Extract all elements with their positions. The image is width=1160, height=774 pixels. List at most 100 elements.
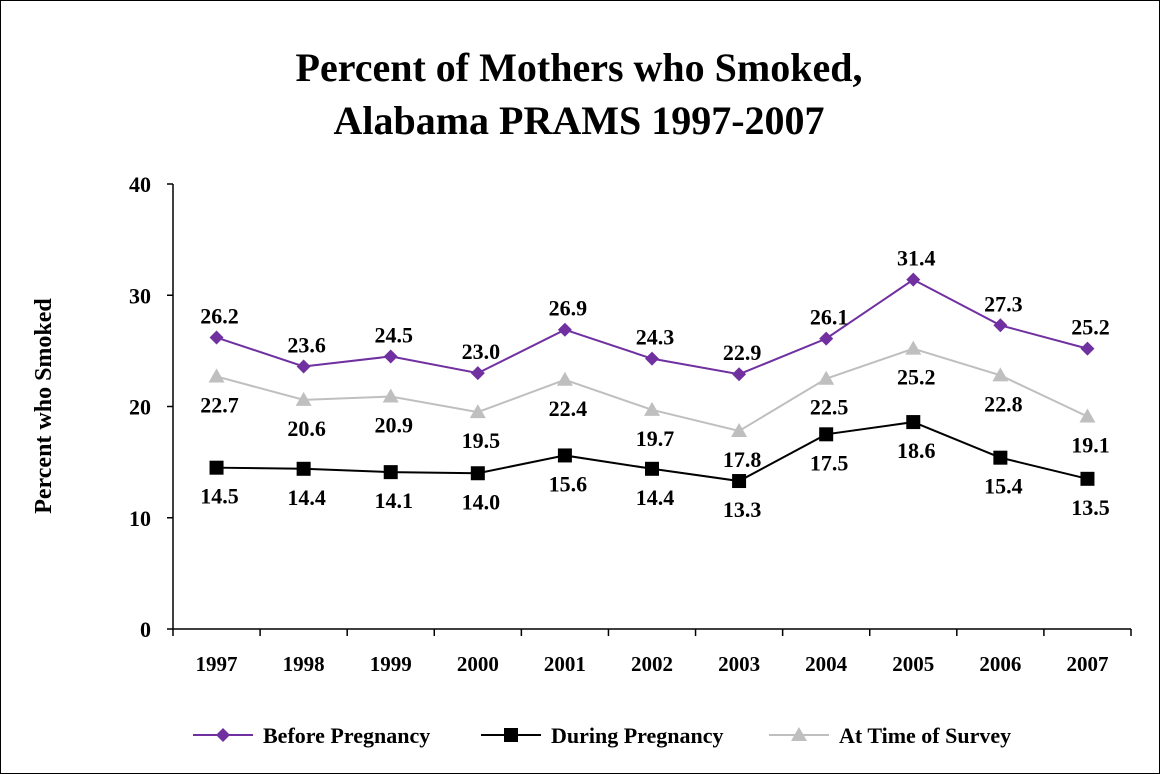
data-label: 20.9 bbox=[374, 412, 413, 437]
data-point bbox=[295, 391, 312, 406]
data-point bbox=[645, 461, 659, 476]
legend-entry: During Pregnancy bbox=[481, 723, 724, 748]
data-label: 20.6 bbox=[287, 416, 326, 441]
legend-marker bbox=[216, 728, 230, 742]
data-point bbox=[818, 370, 835, 385]
data-point bbox=[209, 330, 224, 345]
y-tick-label: 20 bbox=[129, 395, 151, 420]
x-tick-label: 2006 bbox=[979, 652, 1021, 676]
data-label: 22.7 bbox=[200, 392, 239, 417]
y-tick-label: 30 bbox=[129, 283, 151, 308]
data-point bbox=[1080, 471, 1095, 486]
data-point bbox=[819, 331, 834, 346]
data-point bbox=[469, 404, 486, 419]
data-label: 24.3 bbox=[636, 325, 675, 350]
data-point bbox=[731, 422, 748, 437]
y-axis-title: Percent who Smoked bbox=[31, 298, 57, 514]
legend-entry: At Time of Survey bbox=[769, 723, 1011, 748]
axes: 0 10 20 30 40 1997 1998 1999 2000 2001 2002 2003 200… bbox=[129, 172, 1132, 676]
data-label: 22.9 bbox=[723, 340, 762, 365]
data-label: 26.9 bbox=[549, 296, 588, 321]
data-label: 22.5 bbox=[810, 395, 849, 420]
data-point bbox=[732, 474, 747, 489]
legend-label: At Time of Survey bbox=[839, 723, 1011, 748]
y-tick-label: 40 bbox=[129, 172, 151, 197]
x-tick-label: 2002 bbox=[631, 652, 673, 676]
series-2 bbox=[208, 340, 1096, 437]
data-label: 13.5 bbox=[1071, 495, 1110, 520]
data-point bbox=[992, 367, 1009, 382]
data-point bbox=[208, 368, 225, 383]
x-tick-label: 1999 bbox=[370, 652, 412, 676]
data-label: 26.2 bbox=[200, 304, 239, 329]
data-point bbox=[296, 359, 311, 374]
data-point bbox=[732, 367, 747, 382]
data-point bbox=[556, 371, 573, 386]
data-point bbox=[993, 450, 1008, 465]
y-tick-label: 0 bbox=[140, 617, 151, 642]
data-label: 14.1 bbox=[374, 488, 413, 513]
data-point bbox=[993, 318, 1008, 333]
data-label: 31.4 bbox=[897, 246, 936, 271]
data-labels-0: 26.2 23.6 24.5 23.0 26.9 24.3 22.9 26.1 31.4 27.3… bbox=[200, 246, 1109, 366]
data-label: 19.5 bbox=[462, 428, 501, 453]
legend-label: Before Pregnancy bbox=[263, 723, 430, 748]
data-label: 15.4 bbox=[984, 474, 1023, 499]
data-label: 26.1 bbox=[810, 305, 849, 330]
data-label: 14.4 bbox=[287, 485, 326, 510]
data-label: 22.4 bbox=[549, 396, 588, 421]
data-label: 17.8 bbox=[723, 447, 762, 472]
data-point bbox=[906, 272, 921, 287]
chart-title: Percent of Mothers who Smoked, bbox=[296, 45, 863, 90]
y-tick-label: 10 bbox=[129, 506, 151, 531]
data-point bbox=[819, 427, 834, 442]
data-label: 14.4 bbox=[636, 485, 675, 510]
data-point bbox=[470, 466, 485, 481]
data-label: 14.5 bbox=[200, 484, 239, 509]
data-point bbox=[382, 388, 399, 403]
data-point bbox=[209, 460, 224, 475]
data-label: 23.6 bbox=[287, 332, 326, 357]
x-tick-label: 2003 bbox=[718, 652, 760, 676]
legend-label: During Pregnancy bbox=[551, 723, 724, 748]
legend-marker bbox=[791, 727, 807, 741]
chart-subtitle: Alabama PRAMS 1997-2007 bbox=[333, 98, 824, 143]
data-point bbox=[557, 322, 572, 337]
legend: Before Pregnancy During Pregnancy At Time … bbox=[193, 723, 1011, 748]
series-0 bbox=[209, 272, 1095, 382]
data-label: 13.3 bbox=[723, 497, 762, 522]
data-label: 18.6 bbox=[897, 438, 936, 463]
data-label: 22.8 bbox=[984, 391, 1023, 416]
data-label: 15.6 bbox=[549, 471, 588, 496]
data-labels-1: 14.5 14.4 14.1 14.0 15.6 14.4 13.3 17.5 18.6 15.4… bbox=[200, 438, 1109, 522]
data-point bbox=[383, 465, 398, 480]
data-point bbox=[557, 448, 572, 463]
x-tick-label: 1997 bbox=[196, 652, 238, 676]
data-label: 25.2 bbox=[1071, 315, 1110, 340]
x-tick-label: 2000 bbox=[457, 652, 499, 676]
x-tick-label: 2005 bbox=[892, 652, 934, 676]
x-tick-label: 1998 bbox=[283, 652, 325, 676]
x-tick-label: 2004 bbox=[805, 652, 848, 676]
data-label: 19.7 bbox=[636, 426, 675, 451]
data-label: 27.3 bbox=[984, 291, 1023, 316]
data-label: 24.5 bbox=[374, 322, 413, 347]
legend-marker bbox=[504, 728, 518, 742]
data-point bbox=[383, 349, 398, 364]
x-tick-label: 2001 bbox=[544, 652, 586, 676]
data-label: 14.0 bbox=[462, 489, 501, 514]
data-point bbox=[906, 415, 921, 430]
data-label: 17.5 bbox=[810, 450, 849, 475]
legend-entry: Before Pregnancy bbox=[193, 723, 430, 748]
series-1 bbox=[209, 415, 1095, 489]
data-point bbox=[905, 340, 922, 355]
series-layer: 22.7 20.6 20.9 19.5 22.4 19.7 17.8 22.5 25.2 22.8… bbox=[200, 246, 1109, 522]
x-tick-label: 2007 bbox=[1066, 652, 1108, 676]
data-point bbox=[1079, 408, 1096, 423]
data-point bbox=[644, 401, 660, 416]
data-point bbox=[296, 461, 311, 476]
data-point bbox=[470, 366, 485, 381]
data-labels-2: 22.7 20.6 20.9 19.5 22.4 19.7 17.8 22.5 25.2 22.8… bbox=[200, 365, 1109, 472]
